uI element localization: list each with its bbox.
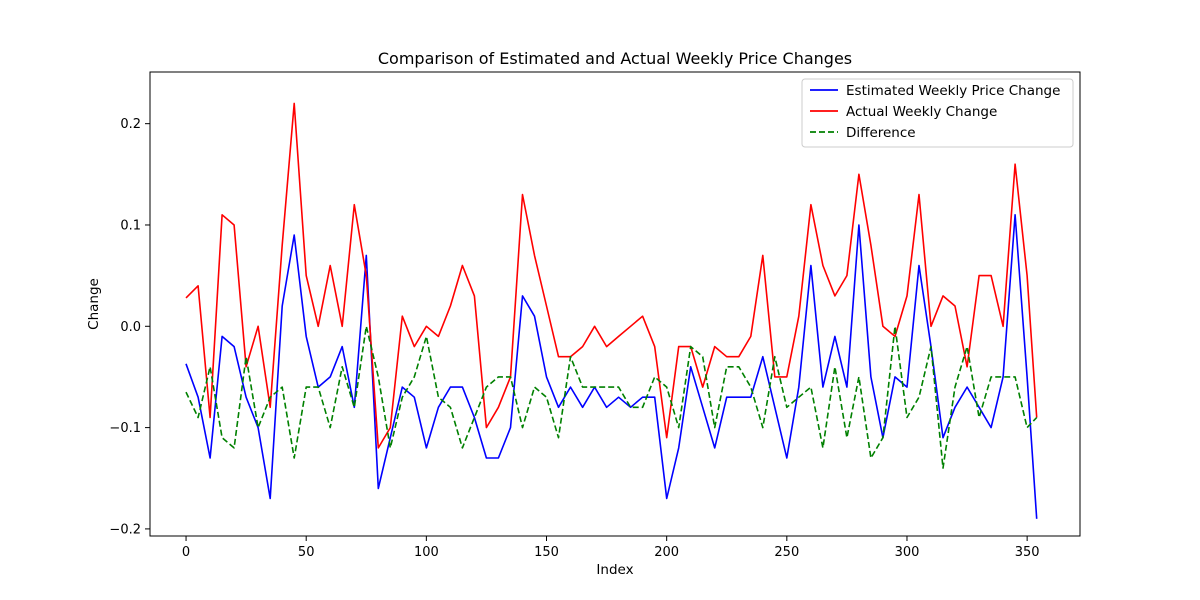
y-tick-label: 0.2 — [120, 117, 141, 132]
x-tick-label: 50 — [298, 545, 315, 560]
x-tick-label: 350 — [1015, 545, 1040, 560]
y-axis: −0.2 −0.1 0.0 0.1 0.2 — [109, 117, 150, 537]
series-line-3 — [185, 325, 1038, 469]
legend-label-1: Estimated Weekly Price Change — [846, 83, 1060, 99]
legend: Estimated Weekly Price Change Actual Week… — [801, 78, 1074, 148]
x-tick-label: 250 — [774, 545, 799, 560]
y-tick-label: 0.0 — [120, 320, 141, 335]
series-layer — [185, 102, 1038, 519]
series-line-1 — [185, 214, 1038, 519]
y-tick-label: 0.1 — [120, 218, 141, 233]
y-axis-title: Change — [86, 278, 102, 330]
x-tick-label: 0 — [182, 545, 190, 560]
series-line-2 — [185, 102, 1038, 449]
legend-label-2: Actual Weekly Change — [846, 104, 997, 120]
x-axis-title: Index — [596, 562, 633, 578]
legend-box — [801, 78, 1074, 148]
x-tick-label: 100 — [414, 545, 439, 560]
y-tick-label: −0.2 — [109, 522, 141, 537]
plot-area-frame — [149, 71, 1081, 537]
x-tick-label: 200 — [654, 545, 679, 560]
x-tick-label: 300 — [895, 545, 920, 560]
x-axis: 0 50 100 150 200 250 300 350 — [182, 536, 1040, 560]
legend-label-3: Difference — [846, 125, 916, 141]
y-tick-label: −0.1 — [109, 421, 141, 436]
x-tick-label: 150 — [534, 545, 559, 560]
chart-title: Comparison of Estimated and Actual Weekl… — [378, 49, 852, 68]
